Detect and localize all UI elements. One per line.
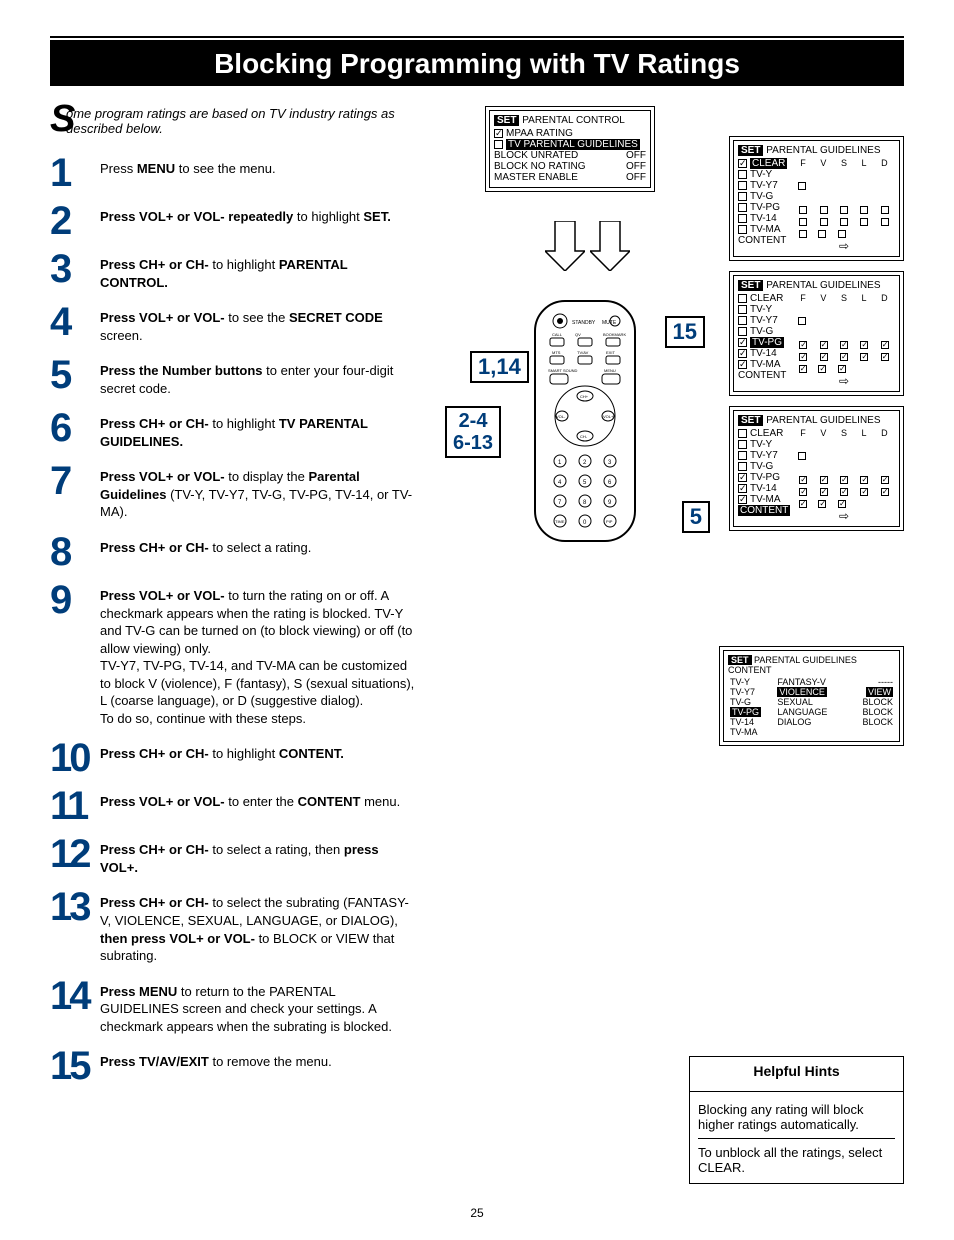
- step-number: 8: [50, 535, 100, 569]
- columns: S ome program ratings are based on TV in…: [50, 106, 904, 1186]
- step-number: 5: [50, 358, 100, 397]
- intro-body: ome program ratings are based on TV indu…: [66, 106, 395, 136]
- step: 15Press TV/AV/EXIT to remove the menu.: [50, 1049, 415, 1083]
- step: 8Press CH+ or CH- to select a rating.: [50, 535, 415, 569]
- page-title: Blocking Programming with TV Ratings: [50, 40, 904, 86]
- step-text: Press CH+ or CH- to highlight TV PARENTA…: [100, 411, 415, 450]
- step-text: Press CH+ or CH- to select a rating, the…: [100, 837, 415, 876]
- page-number: 25: [50, 1206, 904, 1220]
- step-number: 6: [50, 411, 100, 450]
- step-text: Press MENU to see the menu.: [100, 156, 276, 190]
- osd-header: PARENTAL CONTROL: [522, 115, 625, 126]
- right-column: SET PARENTAL CONTROL MPAA RATINGTV PAREN…: [455, 106, 904, 1186]
- hints-title: Helpful Hints: [690, 1057, 903, 1085]
- callout-2-4-6-13: 2-4 6-13: [445, 406, 501, 458]
- step-text: Press CH+ or CH- to select a rating.: [100, 535, 311, 569]
- svg-text:EXIT: EXIT: [606, 350, 615, 355]
- svg-text:BOOKMARK: BOOKMARK: [603, 332, 626, 337]
- osd-guidelines-3: SET PARENTAL GUIDELINESCLEARTV-YTV-Y7TV-…: [729, 406, 904, 531]
- left-column: S ome program ratings are based on TV in…: [50, 106, 415, 1186]
- step-number: 4: [50, 305, 100, 344]
- svg-text:STANDBY: STANDBY: [572, 320, 596, 326]
- osd-guidelines-2: SET PARENTAL GUIDELINESCLEARTV-YTV-Y7TV-…: [729, 271, 904, 396]
- steps-list: 1Press MENU to see the menu.2Press VOL+ …: [50, 156, 415, 1083]
- svg-text:VOL-: VOL-: [556, 414, 566, 419]
- callout-5: 5: [682, 501, 710, 533]
- intro-text: S ome program ratings are based on TV in…: [50, 106, 415, 136]
- svg-text:CH+: CH+: [580, 394, 589, 399]
- svg-text:MTS: MTS: [552, 350, 561, 355]
- callout-line-2: 6-13: [453, 432, 493, 454]
- arrow-down-icon: [590, 221, 630, 271]
- step-number: 11: [50, 789, 100, 823]
- svg-text:MUTE: MUTE: [602, 320, 617, 326]
- svg-text:QV: QV: [575, 332, 581, 337]
- step-number: 3: [50, 252, 100, 291]
- svg-text:CH-: CH-: [580, 434, 588, 439]
- step-number: 12: [50, 837, 100, 876]
- arrow-down-icon: [545, 221, 585, 271]
- step-number: 1: [50, 156, 100, 190]
- step: 10Press CH+ or CH- to highlight CONTENT.: [50, 741, 415, 775]
- osd-parental-control: SET PARENTAL CONTROL MPAA RATINGTV PAREN…: [485, 106, 655, 192]
- step: 13Press CH+ or CH- to select the subrati…: [50, 890, 415, 964]
- remote-diagram: STANDBY MUTE CALL QV BOOKMARK MTS: [495, 296, 675, 546]
- page: Blocking Programming with TV Ratings S o…: [0, 0, 954, 1240]
- svg-text:VOL+: VOL+: [603, 414, 614, 419]
- callout-1-14: 1,14: [470, 351, 529, 383]
- osd-guidelines-stack: SET PARENTAL GUIDELINESCLEARTV-YTV-Y7TV-…: [729, 136, 904, 541]
- step-number: 14: [50, 979, 100, 1036]
- step: 14Press MENU to return to the PARENTAL G…: [50, 979, 415, 1036]
- svg-text:TIME: TIME: [555, 519, 565, 524]
- svg-text:CALL: CALL: [552, 332, 563, 337]
- osd-content-table: SET PARENTAL GUIDELINES CONTENT TV-YFANT…: [719, 646, 904, 746]
- callout-line-1: 2-4: [459, 410, 488, 432]
- dropcap: S: [50, 104, 75, 134]
- remote-icon: STANDBY MUTE CALL QV BOOKMARK MTS: [530, 296, 640, 546]
- step-text: Press VOL+ or VOL- repeatedly to highlig…: [100, 204, 391, 238]
- step-text: Press TV/AV/EXIT to remove the menu.: [100, 1049, 332, 1083]
- step-number: 9: [50, 583, 100, 727]
- step-number: 13: [50, 890, 100, 964]
- step-text: Press CH+ or CH- to highlight PARENTAL C…: [100, 252, 415, 291]
- step-text: Press MENU to return to the PARENTAL GUI…: [100, 979, 415, 1036]
- osd-guidelines-1: SET PARENTAL GUIDELINESCLEARTV-YTV-Y7TV-…: [729, 136, 904, 261]
- step-text: Press CH+ or CH- to highlight CONTENT.: [100, 741, 344, 775]
- step: 9Press VOL+ or VOL- to turn the rating o…: [50, 583, 415, 727]
- step-text: Press VOL+ or VOL- to see the SECRET COD…: [100, 305, 415, 344]
- step-number: 15: [50, 1049, 100, 1083]
- svg-text:PIP: PIP: [606, 519, 613, 524]
- step-text: Press VOL+ or VOL- to enter the CONTENT …: [100, 789, 400, 823]
- step: 11Press VOL+ or VOL- to enter the CONTEN…: [50, 789, 415, 823]
- step: 1Press MENU to see the menu.: [50, 156, 415, 190]
- svg-text:SMART SOUND: SMART SOUND: [548, 368, 578, 373]
- step: 7Press VOL+ or VOL- to display the Paren…: [50, 464, 415, 521]
- step-text: Press VOL+ or VOL- to turn the rating on…: [100, 583, 415, 727]
- hints-p1: Blocking any rating will block higher ra…: [698, 1102, 895, 1132]
- step-text: Press the Number buttons to enter your f…: [100, 358, 415, 397]
- step: 12Press CH+ or CH- to select a rating, t…: [50, 837, 415, 876]
- helpful-hints-box: Helpful Hints Blocking any rating will b…: [689, 1056, 904, 1184]
- step-text: Press VOL+ or VOL- to display the Parent…: [100, 464, 415, 521]
- step-number: 7: [50, 464, 100, 521]
- svg-text:TV/AV: TV/AV: [577, 350, 589, 355]
- step: 6Press CH+ or CH- to highlight TV PARENT…: [50, 411, 415, 450]
- step: 5Press the Number buttons to enter your …: [50, 358, 415, 397]
- callout-15: 15: [665, 316, 705, 348]
- svg-text:MENU: MENU: [604, 368, 616, 373]
- step-number: 2: [50, 204, 100, 238]
- step: 4Press VOL+ or VOL- to see the SECRET CO…: [50, 305, 415, 344]
- hints-p2: To unblock all the ratings, select CLEAR…: [698, 1145, 895, 1175]
- step-number: 10: [50, 741, 100, 775]
- set-badge: SET: [494, 115, 519, 126]
- step: 2Press VOL+ or VOL- repeatedly to highli…: [50, 204, 415, 238]
- step-text: Press CH+ or CH- to select the subrating…: [100, 890, 415, 964]
- step: 3Press CH+ or CH- to highlight PARENTAL …: [50, 252, 415, 291]
